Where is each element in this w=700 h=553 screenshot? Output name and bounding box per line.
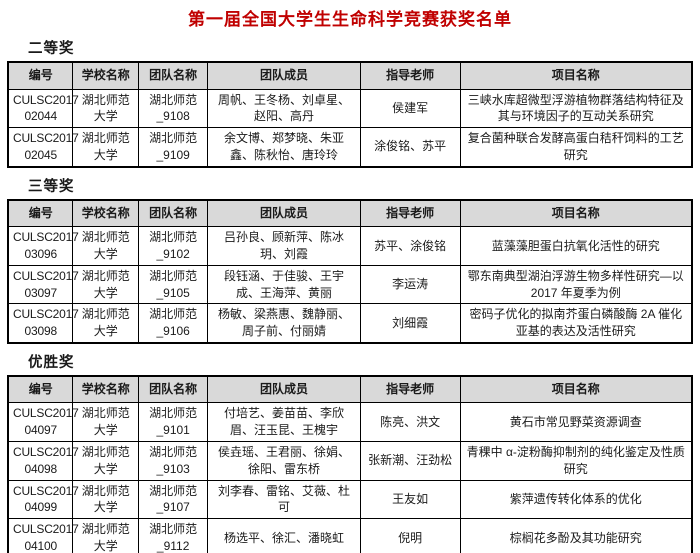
column-header: 项目名称 (459, 199, 693, 228)
cell-advisors: 倪明 (359, 518, 461, 553)
cell-team: 湖北师范_9103 (138, 441, 209, 481)
cell-team: 湖北师范_9107 (138, 479, 209, 520)
table-row: CULSC2017 04098 湖北师范大学 湖北师范_9103 侯垚瑶、王君丽、徐娟… (7, 441, 693, 481)
cell-id: CULSC2017 04100 (7, 518, 79, 553)
cell-team: 湖北师范_9105 (138, 264, 209, 305)
table-row: CULSC2017 02044 湖北师范大学 湖北师范_9108 周帆、王冬杨、刘卓星… (7, 88, 693, 129)
cell-members: 刘李春、雷铭、艾薇、杜可 (207, 479, 361, 520)
cell-members: 付培艺、姜苗苗、李欣眉、汪玉昆、王槐宇 (207, 402, 361, 443)
section-label: 三等奖 (28, 178, 75, 195)
cell-team: 湖北师范_9109 (138, 127, 209, 168)
cell-school: 湖北师范大学 (72, 88, 140, 129)
cell-id: CULSC2017 03096 (7, 226, 79, 266)
cell-members: 杨敏、梁燕惠、魏静丽、周子前、付丽婧 (207, 303, 361, 344)
cell-id: CULSC2017 03098 (7, 303, 79, 344)
cell-project: 青稞中 α-淀粉酶抑制剂的纯化鉴定及性质研究 (459, 441, 693, 481)
table-row: CULSC2017 02045 湖北师范大学 湖北师范_9109 余文博、郑梦晓、朱亚… (7, 127, 693, 168)
cell-school: 湖北师范大学 (72, 479, 140, 520)
cell-team: 湖北师范_9112 (138, 518, 209, 553)
cell-id: CULSC2017 04097 (7, 402, 79, 443)
cell-members: 周帆、王冬杨、刘卓星、赵阳、高丹 (207, 88, 361, 129)
award-table: 编号 学校名称 团队名称 团队成员 指导老师 项目名称 CULSC2017 02044 湖北… (7, 61, 693, 168)
column-header: 编号 (7, 199, 74, 228)
cell-school: 湖北师范大学 (72, 226, 140, 266)
cell-project: 蓝藻藻胆蛋白抗氧化活性的研究 (459, 226, 693, 266)
cell-school: 湖北师范大学 (72, 402, 140, 443)
column-header: 团队成员 (207, 61, 361, 90)
cell-id: CULSC2017 02044 (7, 88, 79, 129)
cell-team: 湖北师范_9102 (138, 226, 209, 266)
header-row: 编号 学校名称 团队名称 团队成员 指导老师 项目名称 (7, 61, 693, 90)
column-header: 团队名称 (138, 199, 209, 228)
section-label: 二等奖 (28, 41, 75, 57)
column-header: 团队名称 (138, 61, 209, 90)
cell-school: 湖北师范大学 (72, 127, 140, 168)
cell-id: CULSC2017 03097 (7, 264, 79, 305)
award-table: 编号 学校名称 团队名称 团队成员 指导老师 项目名称 CULSC2017 03096 湖北… (7, 198, 693, 344)
column-header: 团队成员 (207, 199, 361, 228)
cell-advisors: 李运涛 (359, 264, 461, 305)
column-header: 团队成员 (207, 375, 361, 404)
cell-team: 湖北师范_9101 (138, 402, 209, 443)
header-row: 编号 学校名称 团队名称 团队成员 指导老师 项目名称 (7, 199, 693, 228)
cell-project: 鄂东南典型湖泊浮游生物多样性研究—以 2017 年夏季为例 (459, 264, 693, 305)
cell-members: 吕孙良、顾新萍、陈冰玥、刘霞 (207, 226, 361, 266)
table-body: CULSC2017 03096 湖北师范大学 湖北师范_9102 吕孙良、顾新萍、陈冰… (7, 226, 693, 344)
column-header: 项目名称 (459, 61, 693, 90)
sections: 二等奖 编号 学校名称 团队名称 团队成员 指导老师 项目名称 CULSC2017 020… (0, 37, 700, 553)
cell-team: 湖北师范_9106 (138, 303, 209, 344)
table-body: CULSC2017 04097 湖北师范大学 湖北师范_9101 付培艺、姜苗苗、李欣… (7, 402, 693, 553)
header-row: 编号 学校名称 团队名称 团队成员 指导老师 项目名称 (7, 375, 693, 404)
column-header: 团队名称 (138, 375, 209, 404)
award-table: 编号 学校名称 团队名称 团队成员 指导老师 项目名称 CULSC2017 04097 湖北… (7, 374, 693, 553)
cell-id: CULSC2017 04099 (7, 479, 79, 520)
cell-members: 侯垚瑶、王君丽、徐娟、徐阳、雷东桥 (207, 441, 361, 481)
cell-school: 湖北师范大学 (72, 518, 140, 553)
table-row: CULSC2017 03097 湖北师范大学 湖北师范_9105 段钰涵、于佳骏、王宇… (7, 264, 693, 305)
cell-project: 棕榈花多酚及其功能研究 (459, 518, 693, 553)
table-row: CULSC2017 04100 湖北师范大学 湖北师范_9112 杨选平、徐汇、潘晓虹… (7, 518, 693, 553)
page-title: 第一届全国大学生生命科学竞赛获奖名单 (188, 10, 512, 29)
cell-school: 湖北师范大学 (72, 303, 140, 344)
cell-id: CULSC2017 02045 (7, 127, 79, 168)
cell-members: 杨选平、徐汇、潘晓虹 (207, 518, 361, 553)
cell-school: 湖北师范大学 (72, 441, 140, 481)
cell-project: 密码子优化的拟南芥蛋白磷酸酶 2A 催化亚基的表达及活性研究 (459, 303, 693, 344)
cell-school: 湖北师范大学 (72, 264, 140, 305)
column-header: 学校名称 (72, 375, 140, 404)
cell-project: 复合菌种联合发酵高蛋白秸秆饲料的工艺研究 (459, 127, 693, 168)
award-section: 二等奖 编号 学校名称 团队名称 团队成员 指导老师 项目名称 CULSC2017 020… (0, 37, 700, 168)
cell-advisors: 张新潮、汪劲松 (359, 441, 461, 481)
table-body: CULSC2017 02044 湖北师范大学 湖北师范_9108 周帆、王冬杨、刘卓星… (7, 88, 693, 168)
section-label: 优胜奖 (28, 354, 75, 371)
cell-members: 余文博、郑梦晓、朱亚鑫、陈秋怡、唐玲玲 (207, 127, 361, 168)
column-header: 指导老师 (359, 61, 461, 90)
cell-advisors: 涂俊铭、苏平 (359, 127, 461, 168)
column-header: 项目名称 (459, 375, 693, 404)
cell-advisors: 侯建军 (359, 88, 461, 129)
table-row: CULSC2017 04097 湖北师范大学 湖北师范_9101 付培艺、姜苗苗、李欣… (7, 402, 693, 443)
cell-advisors: 王友如 (359, 479, 461, 520)
column-header: 指导老师 (359, 199, 461, 228)
cell-advisors: 刘细霞 (359, 303, 461, 344)
cell-project: 黄石市常见野菜资源调查 (459, 402, 693, 443)
column-header: 编号 (7, 375, 74, 404)
column-header: 学校名称 (72, 199, 140, 228)
column-header: 指导老师 (359, 375, 461, 404)
column-header: 编号 (7, 61, 74, 90)
cell-team: 湖北师范_9108 (138, 88, 209, 129)
table-row: CULSC2017 03098 湖北师范大学 湖北师范_9106 杨敏、梁燕惠、魏静丽… (7, 303, 693, 344)
table-row: CULSC2017 03096 湖北师范大学 湖北师范_9102 吕孙良、顾新萍、陈冰… (7, 226, 693, 266)
cell-project: 三峡水库超微型浮游植物群落结构特征及其与环境因子的互动关系研究 (459, 88, 693, 129)
column-header: 学校名称 (72, 61, 140, 90)
cell-project: 紫萍遗传转化体系的优化 (459, 479, 693, 520)
cell-advisors: 苏平、涂俊铭 (359, 226, 461, 266)
cell-advisors: 陈亮、洪文 (359, 402, 461, 443)
award-section: 三等奖 编号 学校名称 团队名称 团队成员 指导老师 项目名称 CULSC2017 030… (0, 175, 700, 344)
cell-members: 段钰涵、于佳骏、王宇成、王海萍、黄丽 (207, 264, 361, 305)
award-section: 优胜奖 编号 学校名称 团队名称 团队成员 指导老师 项目名称 CULSC2017 040… (0, 351, 700, 553)
table-row: CULSC2017 04099 湖北师范大学 湖北师范_9107 刘李春、雷铭、艾薇、… (7, 479, 693, 520)
cell-id: CULSC2017 04098 (7, 441, 79, 481)
